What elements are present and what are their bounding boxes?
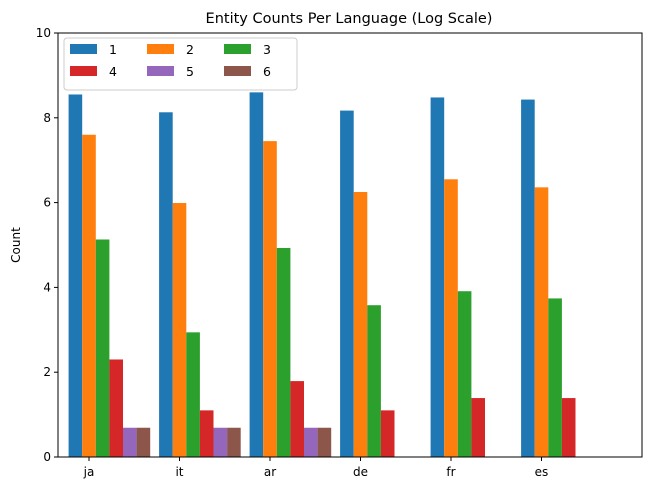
bar-ar-series-4 xyxy=(290,381,304,457)
x-tick-label: fr xyxy=(446,465,455,479)
y-tick-label: 10 xyxy=(36,26,51,40)
bar-fr-series-3 xyxy=(457,291,472,457)
bars-group xyxy=(68,92,576,458)
y-tick-label: 4 xyxy=(43,280,51,294)
legend-swatch-6 xyxy=(224,66,251,76)
bar-ar-series-2 xyxy=(263,141,277,457)
legend-label-5: 5 xyxy=(186,64,194,79)
legend-swatch-1 xyxy=(70,44,97,54)
y-tick-label: 0 xyxy=(43,450,51,464)
bar-es-series-4 xyxy=(561,398,576,457)
legend-label-1: 1 xyxy=(109,42,117,57)
bar-es-series-2 xyxy=(534,187,549,457)
bar-ja-series-3 xyxy=(95,239,110,457)
bar-it-series-5 xyxy=(213,427,228,457)
bar-ja-series-2 xyxy=(82,134,96,457)
legend-label-3: 3 xyxy=(263,42,271,57)
y-axis-ticks: 0 2 4 6 8 10 xyxy=(36,26,58,464)
bar-de-series-2 xyxy=(353,192,368,457)
bar-ar-series-1 xyxy=(249,92,264,458)
y-tick-label: 6 xyxy=(43,196,51,210)
bar-it-series-3 xyxy=(186,332,200,457)
bar-it-series-4 xyxy=(199,410,214,457)
legend-label-2: 2 xyxy=(186,42,194,57)
plot-area-frame xyxy=(57,32,643,458)
bar-it-series-2 xyxy=(172,203,187,457)
bar-de-series-4 xyxy=(380,410,395,457)
bar-es-series-3 xyxy=(548,298,562,457)
chart-title: Entity Counts Per Language (Log Scale) xyxy=(206,11,493,27)
x-tick-label: ar xyxy=(264,465,276,479)
y-axis-label: Count xyxy=(9,227,23,263)
legend-swatch-4 xyxy=(70,66,97,76)
legend-swatch-3 xyxy=(224,44,251,54)
legend-label-6: 6 xyxy=(263,64,271,79)
bar-ja-series-1 xyxy=(68,94,83,457)
bar-ja-series-4 xyxy=(109,359,123,457)
bar-fr-series-4 xyxy=(471,398,485,457)
bar-it-series-1 xyxy=(159,112,173,457)
bar-ar-series-3 xyxy=(276,247,291,457)
bar-ja-series-5 xyxy=(123,427,137,457)
bar-fr-series-1 xyxy=(430,97,445,457)
bar-ar-series-5 xyxy=(304,427,318,457)
legend-label-4: 4 xyxy=(109,64,117,79)
bar-fr-series-2 xyxy=(444,179,458,457)
bar-ar-series-6 xyxy=(317,427,332,457)
bar-de-series-3 xyxy=(367,305,381,457)
y-tick-label: 8 xyxy=(43,111,51,125)
y-tick-label: 2 xyxy=(43,365,51,379)
x-tick-label: it xyxy=(175,465,183,479)
bar-es-series-1 xyxy=(521,99,535,457)
legend: 1 2 3 4 5 6 xyxy=(63,37,298,91)
bar-it-series-6 xyxy=(227,427,241,457)
x-axis-ticks: ja it ar de fr es xyxy=(83,457,549,479)
x-tick-label: es xyxy=(535,465,549,479)
x-tick-label: de xyxy=(353,465,368,479)
bar-de-series-1 xyxy=(340,110,354,457)
legend-swatch-5 xyxy=(147,66,174,76)
legend-swatch-2 xyxy=(147,44,174,54)
bar-ja-series-6 xyxy=(136,427,151,457)
x-tick-label: ja xyxy=(83,465,95,479)
